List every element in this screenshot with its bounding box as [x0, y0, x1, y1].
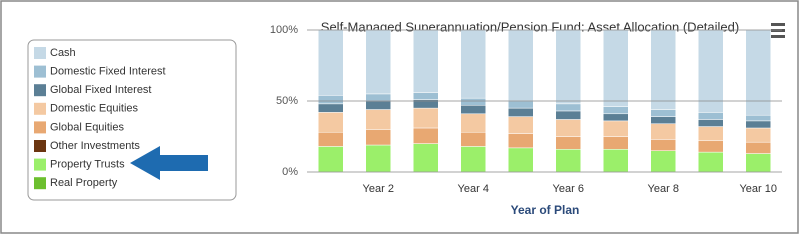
bar-segment [745, 29, 771, 116]
legend-swatch [34, 121, 46, 134]
bar-segment [698, 126, 724, 142]
bar-segment [508, 107, 534, 117]
bar-segment [745, 153, 771, 173]
x-axis-title: Year of Plan [511, 203, 580, 217]
bar-segment [318, 131, 344, 147]
bar-segment [698, 29, 724, 113]
bar-segment [603, 136, 629, 150]
legend-swatch [34, 140, 46, 152]
legend-label: Cash [50, 47, 76, 59]
bar-segment [555, 136, 581, 150]
bar-segment [603, 149, 629, 173]
legend-box [27, 39, 237, 201]
bar-segment [555, 103, 581, 112]
bar-segment [318, 95, 344, 105]
bar-segment [603, 106, 629, 115]
legend-swatch [34, 177, 46, 190]
bar-segment [603, 120, 629, 137]
bar-segment [745, 120, 771, 129]
legend-label: Domestic Equities [50, 103, 139, 115]
bar-segment [413, 29, 439, 93]
bar-segment [698, 112, 724, 120]
legend-swatch [34, 158, 46, 171]
bar-segment [413, 107, 439, 129]
bar-segment [555, 110, 581, 120]
bar-segment [365, 100, 391, 110]
legend-swatch [34, 102, 46, 115]
legend-label: Property Trusts [50, 159, 125, 171]
bar-segment [555, 119, 581, 137]
arrow-annotation [130, 146, 208, 180]
bar-segment [698, 119, 724, 127]
bar-segment [508, 100, 534, 109]
bar-segment [365, 29, 391, 95]
bar-segment [460, 105, 486, 115]
y-tick-label: 0% [282, 166, 298, 178]
legend-label: Real Property [50, 177, 118, 189]
bar-segment [318, 112, 344, 133]
bar-segment [745, 141, 771, 154]
bar-segment [365, 129, 391, 146]
bar-segment [508, 29, 534, 102]
bar-segment [508, 116, 534, 134]
y-tick-label: 50% [276, 95, 298, 107]
x-tick-label: Year 8 [648, 183, 679, 195]
bar-segment [555, 29, 581, 105]
bar-segment [318, 103, 344, 113]
bar-segment [365, 93, 391, 102]
bar-segment [365, 144, 391, 173]
legend-label: Global Equities [50, 121, 124, 133]
x-tick-label: Year 4 [458, 183, 489, 195]
bar-segment [460, 146, 486, 173]
x-tick-label: Year 10 [739, 183, 777, 195]
bar-segment [460, 131, 486, 147]
x-tick-label: Year 6 [553, 183, 584, 195]
legend-swatch [34, 47, 46, 59]
bar-segment [650, 116, 676, 124]
bar-segment [698, 140, 724, 153]
bar-segment [460, 97, 486, 106]
legend-label: Other Investments [50, 140, 140, 152]
bar-segment [318, 146, 344, 173]
menu-button[interactable] [771, 23, 785, 38]
legend-label: Global Fixed Interest [50, 84, 152, 96]
bar-segment [745, 114, 771, 122]
bar-segment [603, 113, 629, 122]
legend-swatch [34, 84, 46, 97]
bar-segment [650, 139, 676, 151]
bar-segment [650, 109, 676, 117]
bar-segment [413, 127, 439, 144]
y-tick-label: 100% [270, 24, 298, 36]
bar-segment [745, 127, 771, 143]
bar-segment [508, 147, 534, 173]
bar-segment [650, 150, 676, 173]
bar-segment [650, 29, 676, 110]
bar-segment [413, 143, 439, 173]
bar-segment [318, 29, 344, 96]
bar-segment [650, 123, 676, 140]
bar-segment [413, 92, 439, 100]
bar-segment [460, 113, 486, 133]
bar-segment [603, 29, 629, 107]
bar-segment [698, 151, 724, 173]
x-tick-label: Year 2 [363, 183, 394, 195]
legend-label: Domestic Fixed Interest [50, 66, 166, 78]
legend-swatch [34, 65, 46, 78]
chart: Self-Managed Superannuation/Pension Fund… [0, 0, 799, 234]
bar-segment [460, 29, 486, 99]
bar-segment [508, 133, 534, 149]
bar-segment [365, 109, 391, 130]
bar-segment [555, 149, 581, 173]
